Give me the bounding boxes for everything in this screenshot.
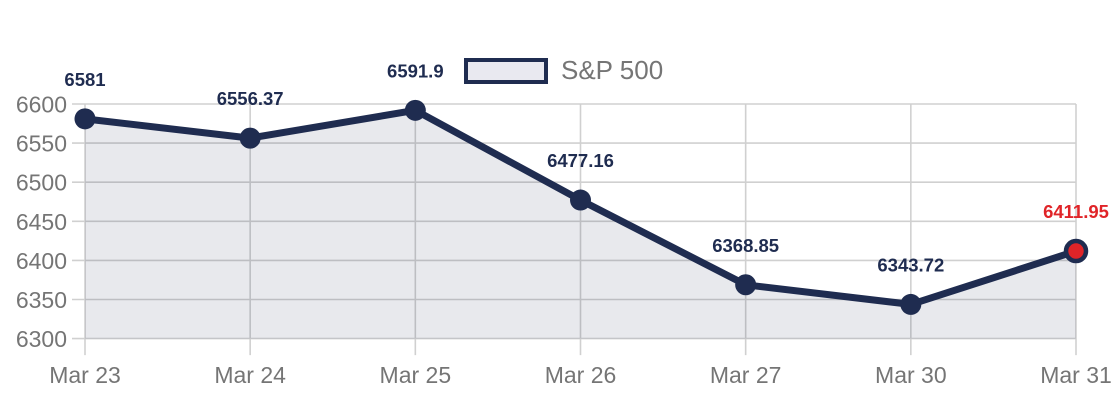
legend-label: S&P 500 [561, 55, 664, 85]
x-axis-tick-label: Mar 31 [1040, 362, 1112, 388]
data-point-label: 6368.85 [712, 235, 779, 256]
y-axis-tick-label: 6550 [16, 131, 67, 157]
y-axis-tick-label: 6350 [16, 287, 67, 313]
series-area-fill [85, 110, 1076, 339]
data-point-label: 6591.9 [387, 60, 444, 81]
data-point-label: 6581 [64, 69, 105, 90]
data-point[interactable] [735, 274, 757, 296]
y-axis-tick-label: 6600 [16, 92, 67, 118]
chart-legend[interactable]: S&P 500 [464, 57, 663, 84]
data-point-label: 6477.16 [547, 150, 614, 171]
y-axis-tick-label: 6400 [16, 248, 67, 274]
y-axis-tick-label: 6500 [16, 170, 67, 196]
x-axis-tick-label: Mar 23 [49, 362, 121, 388]
x-axis-tick-label: Mar 30 [875, 362, 947, 388]
x-axis-tick-label: Mar 26 [545, 362, 617, 388]
data-point[interactable] [404, 99, 426, 121]
data-point-highlighted[interactable] [1063, 238, 1089, 264]
data-point-label: 6556.37 [217, 88, 284, 109]
data-point[interactable] [570, 189, 591, 211]
x-axis-tick-label: Mar 25 [380, 362, 452, 388]
data-point[interactable] [900, 293, 922, 315]
x-axis-tick-label: Mar 27 [710, 362, 782, 388]
y-axis-tick-label: 6300 [16, 326, 67, 352]
y-axis-tick-label: 6450 [16, 209, 67, 235]
data-point-label: 6411.95 [1043, 201, 1109, 222]
data-point[interactable] [74, 108, 96, 130]
legend-swatch [464, 57, 548, 84]
data-point-label: 6343.72 [877, 254, 944, 275]
data-point[interactable] [239, 127, 261, 149]
x-axis-tick-label: Mar 24 [214, 362, 286, 388]
